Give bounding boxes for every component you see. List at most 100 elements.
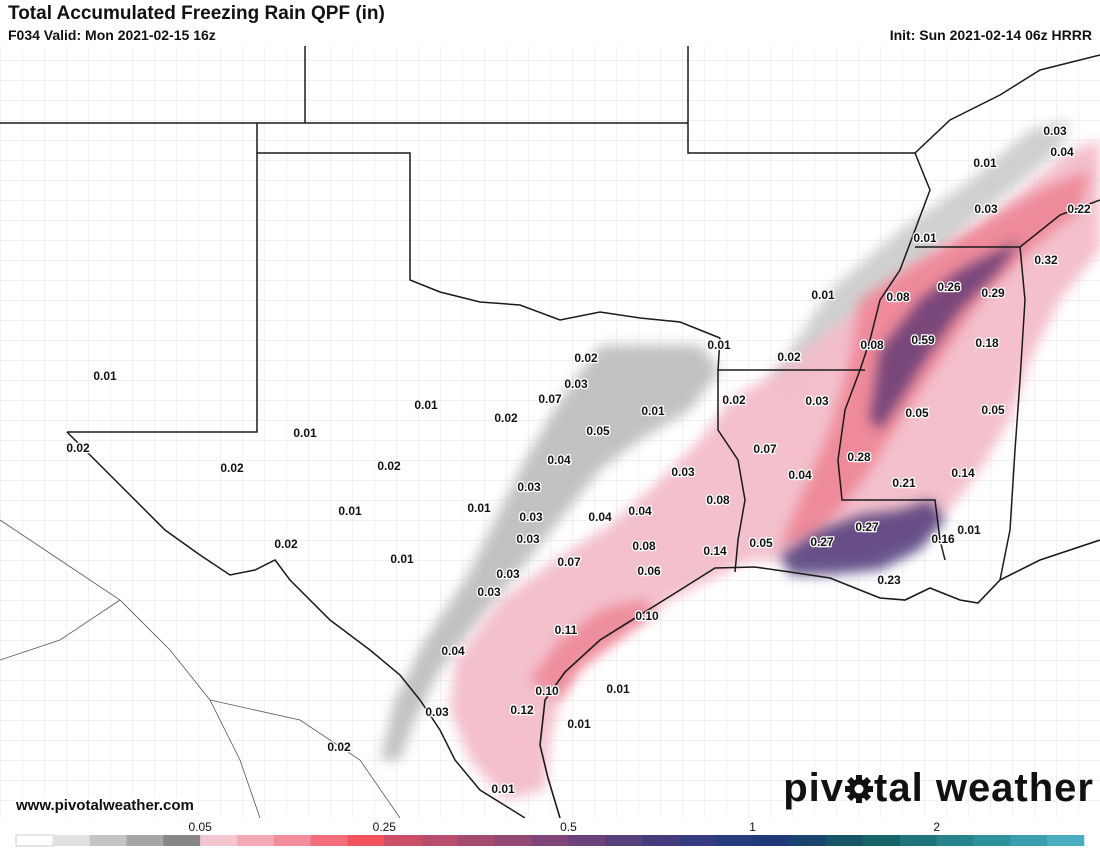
gulf-coast (539, 539, 1100, 818)
qpf-label: 0.16 (931, 532, 955, 546)
valid-time: F034 Valid: Mon 2021-02-15 16z (8, 27, 216, 43)
precip-shading (380, 120, 1100, 800)
forecast-map: 0.03 0.04 0.01 0.03 0.22 0.01 0.32 0.26 0.29 0.01… (0, 46, 1100, 818)
qpf-label: 0.04 (547, 453, 571, 467)
qpf-label: 0.03 (805, 394, 829, 408)
pivotal-weather-logo: piv tal weather (783, 766, 1094, 811)
qpf-label: 0.08 (886, 290, 910, 304)
qpf-label: 0.04 (788, 468, 812, 482)
qpf-label: 0.02 (574, 351, 598, 365)
qpf-label: 0.08 (860, 338, 884, 352)
qpf-label: 0.02 (494, 411, 518, 425)
color-scale-cells (15, 834, 1085, 847)
qpf-label: 0.03 (496, 567, 520, 581)
color-scale-cell (1047, 835, 1085, 846)
qpf-label: 0.02 (327, 740, 351, 754)
qpf-label: 0.08 (632, 539, 656, 553)
qpf-label: 0.05 (905, 406, 929, 420)
qpf-label: 0.01 (957, 523, 981, 537)
qpf-label: 0.01 (467, 501, 491, 515)
qpf-label: 0.01 (414, 398, 438, 412)
color-scale-cell (789, 835, 827, 846)
qpf-label: 0.12 (510, 703, 534, 717)
color-scale-cell (421, 835, 459, 846)
color-scale-cell (568, 835, 606, 846)
color-scale-cell (1010, 835, 1048, 846)
color-scale-cell (126, 835, 164, 846)
qpf-label: 0.05 (981, 403, 1005, 417)
qpf-label: 0.07 (557, 555, 581, 569)
color-scale-cell (310, 835, 348, 846)
qpf-label: 0.03 (974, 202, 998, 216)
qpf-label: 0.23 (877, 573, 901, 587)
qpf-label: 0.04 (1050, 145, 1074, 159)
color-scale-cell (200, 835, 238, 846)
qpf-label: 0.29 (981, 286, 1005, 300)
qpf-value-labels: 0.03 0.04 0.01 0.03 0.22 0.01 0.32 0.26 0.29 0.01… (65, 123, 1092, 798)
qpf-label: 0.28 (847, 450, 871, 464)
color-scale-cell (752, 835, 790, 846)
qpf-label: 0.01 (93, 369, 117, 383)
qpf-label: 0.03 (519, 510, 543, 524)
color-scale-tick-label: 0.25 (373, 820, 397, 834)
qpf-label: 0.02 (274, 537, 298, 551)
color-scale-cell (494, 835, 532, 846)
color-scale-tick-label: 1 (749, 820, 756, 834)
color-scale-cell (15, 834, 54, 847)
qpf-label: 0.03 (517, 480, 541, 494)
qpf-label: 0.10 (635, 609, 659, 623)
color-scale-cell (236, 835, 275, 846)
qpf-label: 0.03 (425, 705, 449, 719)
rio-grande-border (66, 431, 526, 818)
qpf-label: 0.14 (951, 466, 975, 480)
logo-text-suffix: tal weather (874, 766, 1094, 810)
color-scale-cell (936, 835, 974, 846)
qpf-label: 0.27 (810, 535, 834, 549)
qpf-label: 0.02 (220, 461, 244, 475)
color-scale-cell (52, 835, 90, 846)
color-scale-cell (899, 835, 937, 846)
qpf-label: 0.03 (516, 532, 540, 546)
qpf-label: 0.03 (671, 465, 695, 479)
map-title: Total Accumulated Freezing Rain QPF (in) (8, 3, 385, 24)
color-scale-cell (715, 835, 753, 846)
qpf-label: 0.07 (753, 442, 777, 456)
color-scale-cell (973, 835, 1011, 846)
qpf-label: 0.03 (564, 377, 588, 391)
qpf-label: 0.01 (707, 338, 731, 352)
qpf-label: 0.02 (777, 350, 801, 364)
qpf-label: 0.02 (722, 393, 746, 407)
qpf-label: 0.04 (441, 644, 465, 658)
qpf-label: 0.03 (1043, 124, 1067, 138)
qpf-label: 0.14 (703, 544, 727, 558)
color-scale-cell (678, 835, 717, 846)
qpf-label: 0.02 (66, 441, 90, 455)
color-scale-tick-label: 0.05 (188, 820, 212, 834)
color-scale-tick-label: 0.5 (560, 820, 577, 834)
logo-text-prefix: piv (783, 766, 845, 810)
qpf-label: 0.01 (390, 552, 414, 566)
qpf-label: 0.32 (1034, 253, 1058, 267)
color-scale-cell (89, 835, 127, 846)
color-scale-cell (605, 835, 643, 846)
qpf-label: 0.26 (937, 280, 961, 294)
color-scale-cell (347, 835, 385, 846)
qpf-label: 0.27 (855, 520, 879, 534)
qpf-label: 0.01 (811, 288, 835, 302)
color-scale-cell (384, 835, 422, 846)
state-borders (0, 46, 1100, 581)
site-url: www.pivotalweather.com (14, 797, 196, 814)
qpf-label: 0.01 (913, 231, 937, 245)
gear-icon (845, 775, 874, 803)
qpf-label: 0.18 (975, 336, 999, 350)
color-scale-cell (457, 835, 496, 846)
qpf-label: 0.01 (293, 426, 317, 440)
qpf-label: 0.02 (377, 459, 401, 473)
qpf-label: 0.08 (706, 493, 730, 507)
qpf-label: 0.01 (606, 682, 630, 696)
mexico-borders (0, 519, 401, 818)
color-scale-bar: 0.05 0.25 0.5 1 2 (15, 820, 1085, 847)
color-scale-cell (826, 835, 864, 846)
color-scale-cell (863, 835, 901, 846)
qpf-label: 0.05 (586, 424, 610, 438)
